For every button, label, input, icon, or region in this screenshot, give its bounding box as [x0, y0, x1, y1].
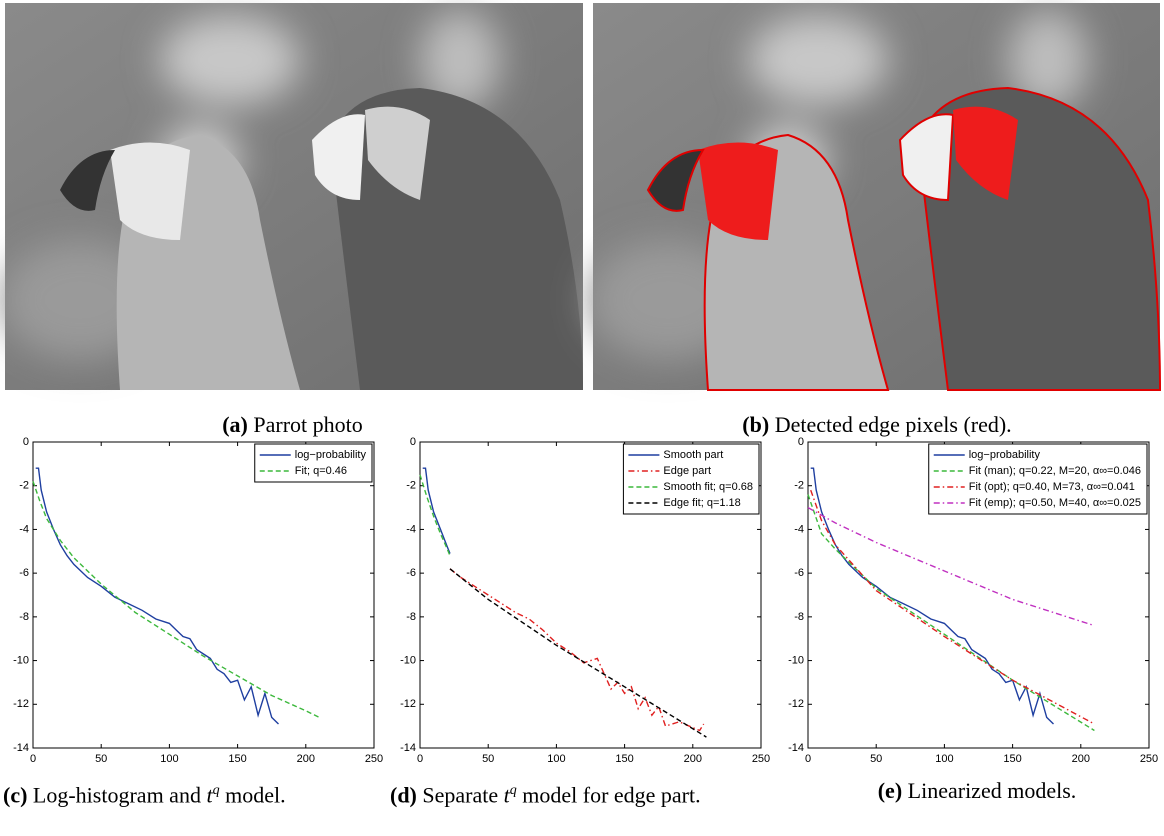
x-tick-label: 0	[417, 753, 423, 765]
y-tick-label: -8	[406, 611, 416, 623]
caption-text: model for edge part.	[517, 782, 701, 807]
x-tick-label: 250	[752, 753, 770, 765]
y-tick-label: -12	[13, 698, 29, 710]
y-tick-label: -2	[406, 480, 416, 492]
y-tick-label: -8	[19, 611, 29, 623]
x-tick-label: 100	[547, 753, 565, 765]
x-tick-label: 200	[297, 753, 315, 765]
legend-label: Fit (opt); q=0.40, M=73, α∞=0.041	[969, 481, 1135, 493]
chart-caption: (c) Log-histogram and tq model.	[3, 776, 393, 810]
y-tick-label: -8	[794, 611, 804, 623]
legend-label: Fit (emp); q=0.50, M=40, α∞=0.025	[969, 497, 1141, 509]
caption-sup: q	[213, 783, 220, 798]
legend-label: Edge part	[663, 465, 711, 477]
y-tick-label: -6	[406, 567, 416, 579]
caption-text: Separate	[422, 782, 503, 807]
x-tick-label: 200	[1072, 753, 1090, 765]
x-tick-label: 50	[870, 753, 882, 765]
caption-text: Detected edge pixels (red).	[775, 412, 1012, 437]
y-tick-label: -6	[19, 567, 29, 579]
y-tick-label: -14	[13, 742, 29, 754]
legend-label: Fit (man); q=0.22, M=20, α∞=0.046	[969, 465, 1141, 477]
y-tick-label: -12	[400, 698, 416, 710]
y-tick-label: -14	[788, 742, 804, 754]
x-tick-label: 200	[684, 753, 702, 765]
photo-caption: (b) Detected edge pixels (red).	[590, 410, 1164, 440]
edge-photo	[588, 3, 1160, 390]
x-tick-label: 0	[30, 753, 36, 765]
caption-label: (d)	[390, 782, 417, 807]
y-tick-label: -2	[19, 480, 29, 492]
legend-label: Smooth fit; q=0.68	[663, 481, 753, 493]
caption-text: Parrot photo	[253, 412, 362, 437]
legend-label: log−probability	[295, 449, 367, 461]
x-tick-label: 250	[365, 753, 383, 765]
caption-sup: q	[510, 783, 517, 798]
y-tick-label: -10	[788, 654, 804, 666]
y-tick-label: -2	[794, 480, 804, 492]
figure: 0 50 100 150 200 250 0 -2 -4 -6 -8 -10 -12 -14 log−pro…	[0, 0, 1164, 836]
photo-caption: (a) Parrot photo	[0, 410, 585, 440]
plot-area	[33, 442, 374, 748]
legend: log−probability Fit (man); q=0.22, M=20, …	[929, 444, 1147, 514]
y-tick-label: -6	[794, 567, 804, 579]
y-tick-label: -10	[13, 654, 29, 666]
caption-text: Log-histogram and	[33, 782, 207, 807]
legend-label: Smooth part	[663, 449, 723, 461]
caption-label: (a)	[222, 412, 248, 437]
caption-text: model.	[220, 782, 286, 807]
x-tick-label: 150	[228, 753, 246, 765]
legend-label: Edge fit; q=1.18	[663, 497, 740, 509]
x-tick-label: 100	[935, 753, 953, 765]
chart-caption: (d) Separate tq model for edge part.	[390, 776, 775, 810]
y-tick-label: -4	[794, 523, 804, 535]
x-tick-label: 250	[1140, 753, 1158, 765]
caption-label: (c)	[3, 782, 27, 807]
y-tick-label: -4	[19, 523, 29, 535]
chart-caption: (e) Linearized models.	[790, 776, 1164, 806]
caption-text: Linearized models.	[908, 778, 1077, 803]
x-tick-label: 0	[805, 753, 811, 765]
y-tick-label: -12	[788, 698, 804, 710]
caption-label: (e)	[878, 778, 902, 803]
x-tick-label: 50	[482, 753, 494, 765]
legend-label: log−probability	[969, 449, 1041, 461]
caption-label: (b)	[742, 412, 769, 437]
x-tick-label: 50	[95, 753, 107, 765]
y-tick-label: -10	[400, 654, 416, 666]
parrot-photo	[0, 3, 583, 390]
x-tick-label: 100	[160, 753, 178, 765]
legend: Smooth part Edge part Smooth fit; q=0.68 Ed…	[623, 444, 759, 514]
y-tick-label: -14	[400, 742, 416, 754]
x-tick-label: 150	[1003, 753, 1021, 765]
x-tick-label: 150	[615, 753, 633, 765]
legend-label: Fit; q=0.46	[295, 465, 347, 477]
y-tick-label: -4	[406, 523, 416, 535]
legend: log−probability Fit; q=0.46	[255, 444, 372, 482]
